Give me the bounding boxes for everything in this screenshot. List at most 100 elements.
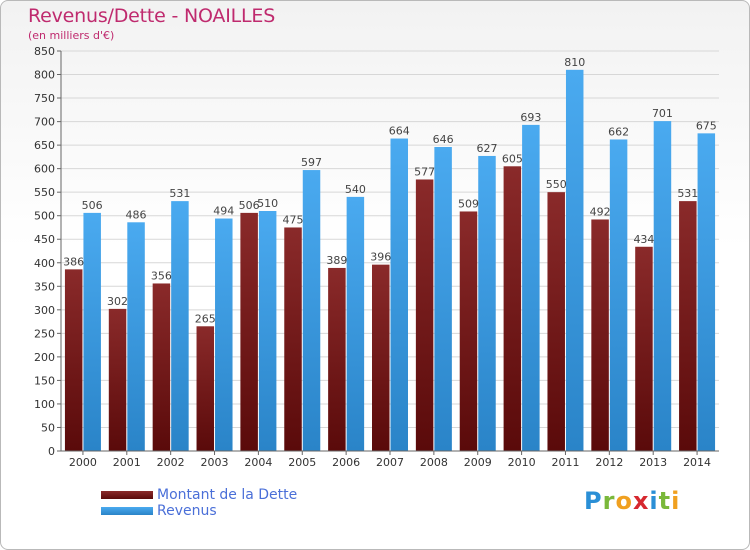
y-tick-label: 400 xyxy=(34,257,55,270)
y-tick-label: 250 xyxy=(34,327,55,340)
data-label-dette: 577 xyxy=(414,165,435,178)
y-tick-label: 450 xyxy=(34,233,55,246)
legend-swatch-revenus xyxy=(101,507,153,515)
data-label-revenus: 662 xyxy=(608,125,629,138)
bar-dette xyxy=(679,201,697,451)
bar-dette xyxy=(591,219,609,451)
bar-dette xyxy=(196,326,215,451)
bar-revenus xyxy=(390,138,408,451)
data-label-revenus: 597 xyxy=(301,156,322,169)
y-tick-label: 50 xyxy=(41,421,55,434)
logo-letter: o xyxy=(615,487,633,515)
data-label-revenus: 693 xyxy=(520,111,541,124)
grid-layer xyxy=(61,50,719,452)
x-tick-label: 2001 xyxy=(113,456,141,469)
data-label-revenus: 494 xyxy=(213,205,234,218)
data-label-revenus: 646 xyxy=(433,133,454,146)
x-tick-label: 2000 xyxy=(69,456,97,469)
x-tick-label: 2007 xyxy=(376,456,404,469)
chart-title: Revenus/Dette - NOAILLES xyxy=(28,5,276,27)
y-tick-label: 0 xyxy=(48,445,55,458)
bar-dette xyxy=(152,283,171,451)
data-label-dette: 492 xyxy=(590,205,611,218)
data-label-dette: 302 xyxy=(107,295,128,308)
bar-revenus xyxy=(127,222,145,451)
legend-swatch-dette xyxy=(101,491,153,499)
y-tick-label: 850 xyxy=(34,45,55,58)
logo-letter: r xyxy=(602,487,616,515)
data-label-dette: 531 xyxy=(677,187,698,200)
bar-revenus xyxy=(346,196,365,451)
y-tick-label: 300 xyxy=(34,304,55,317)
bar-revenus xyxy=(565,69,584,451)
proxiti-logo: Proxiti xyxy=(584,487,680,515)
data-label-dette: 434 xyxy=(633,233,654,246)
bar-revenus xyxy=(697,133,716,451)
bar-dette xyxy=(547,192,565,452)
y-tick-label: 750 xyxy=(34,92,55,105)
bar-layer xyxy=(64,69,716,452)
data-label-revenus: 486 xyxy=(126,208,147,221)
logo-letter: i xyxy=(671,487,681,515)
data-label-revenus: 510 xyxy=(257,197,278,210)
y-tick-label: 350 xyxy=(34,280,55,293)
x-tick-label: 2011 xyxy=(551,456,579,469)
data-label-dette: 356 xyxy=(151,269,172,282)
bar-revenus xyxy=(478,155,496,452)
data-label-dette: 265 xyxy=(195,312,216,325)
x-tick-label: 2002 xyxy=(157,456,185,469)
bar-dette xyxy=(240,212,258,451)
x-tick-label: 2013 xyxy=(639,456,667,469)
x-tick-label: 2012 xyxy=(595,456,623,469)
bar-revenus xyxy=(434,147,452,451)
legend-label-dette: Montant de la Dette xyxy=(157,487,298,503)
x-tick-label: 2004 xyxy=(244,456,272,469)
y-tick-label: 600 xyxy=(34,163,55,176)
logo-letter: i xyxy=(649,487,659,515)
logo-letter: x xyxy=(632,487,650,515)
chart-subtitle: (en milliers d'€) xyxy=(28,29,115,42)
y-tick-label: 150 xyxy=(34,374,55,387)
data-label-revenus: 810 xyxy=(564,56,585,69)
bar-revenus xyxy=(258,211,277,451)
bar-dette xyxy=(108,308,127,451)
data-label-revenus: 506 xyxy=(82,199,103,212)
bar-revenus xyxy=(653,121,672,451)
data-label-revenus: 675 xyxy=(696,119,717,132)
x-tick-label: 2003 xyxy=(201,456,229,469)
x-tick-label: 2006 xyxy=(332,456,360,469)
x-tick-label: 2014 xyxy=(683,456,711,469)
logo-letter: t xyxy=(658,487,672,515)
data-label-revenus: 664 xyxy=(389,125,410,138)
bar-dette xyxy=(503,166,522,451)
data-label-revenus: 701 xyxy=(652,107,673,120)
y-tick-label: 550 xyxy=(34,186,55,199)
y-tick-label: 200 xyxy=(34,351,55,364)
x-tick-label: 2010 xyxy=(508,456,536,469)
data-label-dette: 386 xyxy=(63,255,84,268)
y-tick-label: 100 xyxy=(34,398,55,411)
bar-dette xyxy=(64,269,83,451)
bar-revenus xyxy=(171,201,189,451)
bar-revenus xyxy=(609,139,628,451)
bar-dette xyxy=(328,267,346,451)
bar-revenus xyxy=(83,212,101,451)
axis-layer: 0 50 100 150 200 250 300 350 400 450 500 550 600 650 7… xyxy=(34,45,719,469)
bar-dette xyxy=(284,227,302,451)
x-tick-label: 2005 xyxy=(288,456,316,469)
data-label-dette: 389 xyxy=(326,254,347,267)
bar-dette xyxy=(372,264,390,451)
y-tick-label: 650 xyxy=(34,139,55,152)
y-tick-label: 800 xyxy=(34,69,55,82)
legend-label-revenus: Revenus xyxy=(157,503,217,519)
data-label-revenus: 540 xyxy=(345,183,366,196)
bar-revenus xyxy=(522,124,540,451)
bar-dette xyxy=(459,211,478,451)
data-label-dette: 509 xyxy=(458,197,479,210)
y-tick-label: 700 xyxy=(34,116,55,129)
bar-revenus xyxy=(215,218,233,451)
x-tick-label: 2009 xyxy=(464,456,492,469)
